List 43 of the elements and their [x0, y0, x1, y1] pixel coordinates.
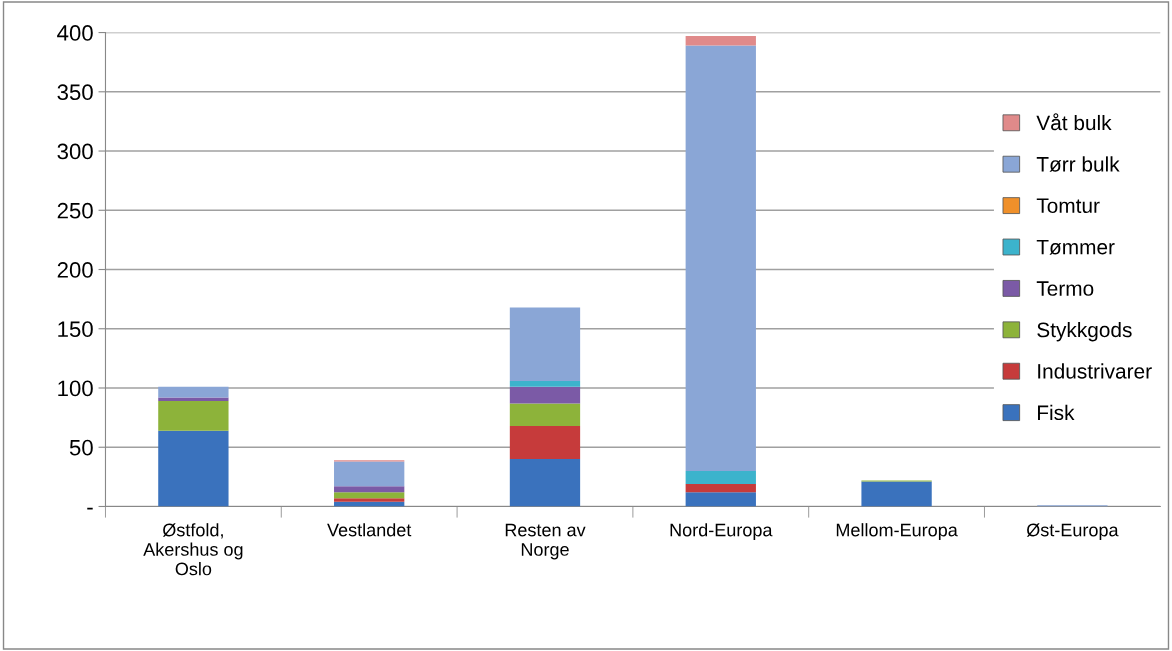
y-tick-label: 200 [57, 262, 93, 278]
legend-label: Tørr bulk [1036, 156, 1120, 172]
legend-label: Tomtur [1036, 198, 1100, 214]
legend-label: Termo [1036, 281, 1094, 296]
y-tick-label: 350 [57, 84, 93, 101]
bar [509, 386, 581, 404]
y-tick-label: 50 [69, 439, 93, 456]
bar [685, 492, 756, 507]
bar [158, 397, 229, 402]
bar [158, 430, 229, 507]
legend-label: Tømmer [1036, 239, 1115, 255]
bar [334, 492, 405, 499]
x-tick-label: Østfold, Akershus og Oslo [143, 523, 243, 576]
bar [509, 307, 581, 381]
y-tick-label: 300 [57, 143, 93, 160]
bar [158, 386, 229, 398]
x-tick-label: Øst-Europa [1026, 523, 1119, 540]
bar [334, 498, 405, 502]
bar [509, 459, 581, 507]
y-tick-label: 250 [57, 202, 93, 219]
y-tick-label: 100 [58, 380, 93, 397]
bar [685, 483, 756, 493]
bar [685, 36, 756, 46]
x-tick-label: Vestlandet [327, 523, 412, 537]
bar [334, 461, 405, 487]
x-tick-label: Resten av Norge [505, 523, 586, 560]
bar [509, 425, 581, 460]
bar [685, 45, 756, 471]
y-tick-label: 150 [58, 321, 93, 338]
y-tick-label: - [87, 507, 93, 510]
legend-label: Industrivarer [1038, 363, 1152, 379]
x-tick-label: Mellom-Europa [836, 523, 958, 540]
bar [334, 486, 405, 493]
y-tick-label: 400 [57, 25, 93, 41]
bar [158, 401, 229, 431]
legend-label: Stykkgods [1037, 321, 1132, 342]
bar [509, 403, 581, 426]
bar [509, 380, 581, 387]
bar [861, 481, 932, 507]
legend-label: Våt bulk [1036, 113, 1112, 131]
x-tick-label: Nord-Europa [670, 523, 773, 540]
bar [685, 470, 756, 484]
legend-label: Fisk [1038, 404, 1075, 421]
